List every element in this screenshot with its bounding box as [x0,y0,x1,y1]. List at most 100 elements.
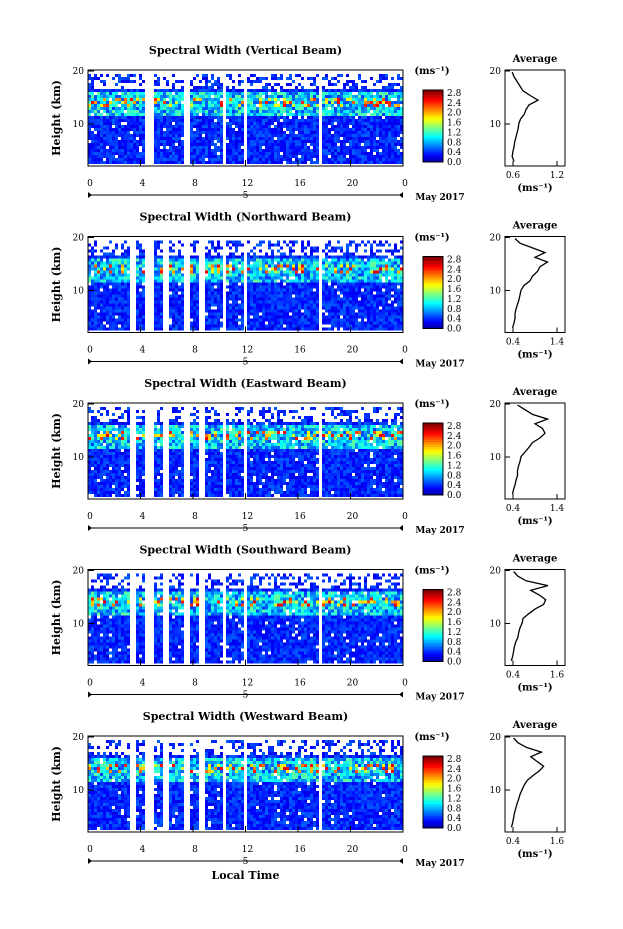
colorbar-segment [423,606,443,610]
colorbar-frame [422,755,444,829]
colorbar [422,422,444,496]
colorbar-segment [423,656,443,660]
x-tick-label: 4 [140,679,146,689]
panel-title: Spectral Width (Southward Beam) [139,544,351,557]
colorbar-segment [423,425,443,429]
x-tick-label: 4 [140,512,146,522]
colorbar [422,89,444,163]
x-tick-label: 12 [242,179,253,189]
profile-title: Average [512,387,558,398]
colorbar-segment [423,442,443,446]
colorbar-segment [423,304,443,308]
date-label: May 2017 [415,526,464,536]
colorbar-segment [423,468,443,472]
x-tick-label: 20 [347,512,359,522]
colorbar-segment [423,818,443,822]
colorbar-tick-label: 1.2 [447,461,461,471]
colorbar-segment [423,154,443,158]
colorbar-frame [422,256,444,329]
colorbar-tick-label: 2.0 [447,775,462,785]
colorbar-segment [423,266,443,269]
date-marker: 5 [243,191,249,201]
colorbar-segment [423,447,443,450]
panel-3: Spectral Width (Southward Beam) Height (k… [50,544,566,703]
profile-x-tick-label: 0.4 [506,504,521,514]
colorbar-unit: (ms⁻¹) [414,233,449,244]
colorbar-segment [423,801,443,805]
x-tick-label: 8 [192,679,198,689]
colorbar-segment [423,478,443,482]
colorbar-tick-label: 0.8 [447,471,462,481]
date-marker: 5 [243,524,249,534]
x-tick-label: 0 [402,512,408,522]
colorbar-tick-label: 1.6 [447,785,462,795]
date-label: May 2017 [415,193,464,203]
colorbar-segment [423,777,443,781]
colorbar-segment [423,639,443,643]
profile-x-tick-label: 0.6 [506,171,521,181]
profile-y-tick-label: 10 [490,453,502,463]
colorbar-segment [423,314,443,317]
colorbar-tick-label: 2.0 [447,608,462,618]
x-tick-label: 0 [402,346,408,356]
x-tick-label: 4 [140,845,146,855]
date-arrow-left [88,525,92,531]
colorbar-unit: (ms⁻¹) [414,566,449,577]
colorbar-segment [423,804,443,807]
colorbar-segment [423,323,443,327]
x-tick-label: 20 [347,179,359,189]
x-tick-label: 0 [402,179,408,189]
colorbar [422,589,444,662]
x-tick-label: 16 [294,845,306,855]
x-tick-label: 0 [87,679,93,689]
colorbar-segment [423,299,443,303]
colorbar-tick-label: 0.0 [447,325,462,335]
colorbar-segment [423,126,443,129]
y-axis-label: Height (km) [50,80,63,156]
colorbar-segment [423,816,443,819]
profile-x-label: (ms⁻¹) [517,350,552,361]
profile-y-tick-label: 20 [490,567,502,577]
colorbar-tick-label: 1.2 [447,794,461,804]
x-axis-label: Local Time [212,869,280,882]
colorbar-segment [423,808,443,812]
profile-title: Average [512,221,558,232]
colorbar-tick-label: 2.4 [447,765,462,775]
panel-title: Spectral Width (Eastward Beam) [144,377,346,390]
date-arrow-left [88,691,92,698]
colorbar-tick-label: 0.0 [447,491,462,501]
colorbar-segment [423,263,443,267]
colorbar-segment [423,454,443,458]
colorbar-segment [423,128,443,132]
colorbar-tick-label: 1.6 [447,452,462,462]
colorbar-segment [423,152,443,156]
profile-x-tick-label: 1.6 [550,837,565,847]
colorbar-tick-label: 1.2 [447,628,461,638]
y-tick-label: 20 [73,400,85,410]
panel-title: Spectral Width (Northward Beam) [140,211,352,224]
x-tick-label: 8 [192,346,198,356]
profile-x-label: (ms⁻¹) [517,849,552,860]
x-tick-label: 0 [402,845,408,855]
x-tick-label: 8 [192,512,198,522]
colorbar-segment [423,770,443,774]
colorbar-segment [423,611,443,614]
colorbar-segment [423,261,443,265]
profile-frame [504,236,566,333]
colorbar-segment [423,316,443,320]
colorbar-segment [423,608,443,612]
colorbar-tick-label: 0.4 [447,481,462,491]
x-tick-label: 16 [294,512,306,522]
profile-frame [504,569,566,666]
x-tick-label: 20 [347,346,359,356]
colorbar-segment [423,620,443,624]
colorbar-segment [423,480,443,484]
x-tick-label: 0 [87,346,93,356]
colorbar-segment [423,780,443,783]
profile-line [511,71,540,162]
colorbar-segment [423,647,443,650]
colorbar-segment [423,589,443,593]
heatmap-cells [88,240,403,331]
colorbar-segment [423,268,443,272]
